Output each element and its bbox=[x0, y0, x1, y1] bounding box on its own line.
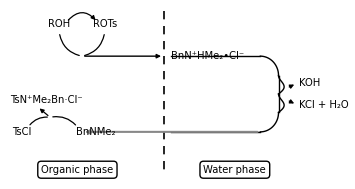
Text: TsN⁺Me₂Bn·Cl⁻: TsN⁺Me₂Bn·Cl⁻ bbox=[10, 95, 83, 105]
Text: ROH: ROH bbox=[48, 19, 70, 29]
Text: BnNMe₂: BnNMe₂ bbox=[76, 127, 115, 137]
Text: BnN⁺HMe₂•Cl⁻: BnN⁺HMe₂•Cl⁻ bbox=[171, 51, 244, 61]
Text: KCl + H₂O: KCl + H₂O bbox=[299, 100, 348, 110]
Text: Organic phase: Organic phase bbox=[41, 165, 114, 175]
Text: ROTs: ROTs bbox=[93, 19, 117, 29]
Text: TsCl: TsCl bbox=[12, 127, 31, 137]
Text: KOH: KOH bbox=[299, 78, 320, 88]
Text: Water phase: Water phase bbox=[203, 165, 266, 175]
